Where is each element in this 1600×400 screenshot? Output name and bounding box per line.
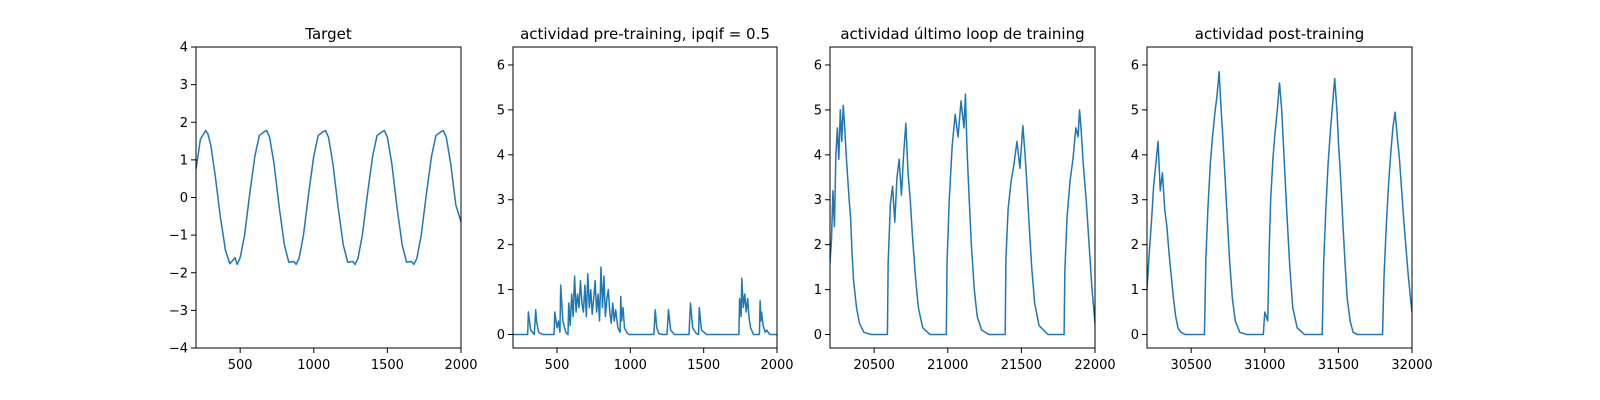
x-tick-label: 1500 xyxy=(687,358,720,373)
y-tick-label: 3 xyxy=(497,193,505,208)
y-tick-label: 6 xyxy=(1131,58,1139,73)
y-tick-label: 5 xyxy=(497,103,505,118)
chart-panel-1: 500 1000 1500 2000 −4 −3 −2 −1 0 1 2 3 4 Target xyxy=(169,25,478,373)
y-tick-label: 0 xyxy=(1131,328,1139,343)
x-tick-label: 31000 xyxy=(1244,358,1285,373)
y-tick-label: 4 xyxy=(814,148,822,163)
chart-panel-2: 500 1000 1500 2000 0 1 2 3 4 5 6 actividad pre-trai… xyxy=(497,25,794,373)
chart-title: actividad post-training xyxy=(1195,25,1364,43)
x-tick-label: 21500 xyxy=(1001,358,1042,373)
y-tick-label: 3 xyxy=(814,193,822,208)
series-line-1 xyxy=(1147,70,1412,336)
x-tick-label: 500 xyxy=(228,358,253,373)
x-tick-label: 20500 xyxy=(853,358,894,373)
x-tick-label: 500 xyxy=(545,358,570,373)
y-tick-label: 0 xyxy=(180,191,188,206)
y-tick-label: 5 xyxy=(1131,103,1139,118)
x-tick-label: 22000 xyxy=(1074,358,1115,373)
x-tick-label: 21000 xyxy=(927,358,968,373)
x-tick-label: 1500 xyxy=(371,358,404,373)
y-tick-label: 2 xyxy=(1131,238,1139,253)
y-tick-label: 3 xyxy=(180,78,188,93)
y-tick-label: 6 xyxy=(497,58,505,73)
y-tick-label: 2 xyxy=(814,238,822,253)
y-tick-label: 1 xyxy=(497,283,505,298)
y-tick-label: 0 xyxy=(497,328,505,343)
y-tick-label: 0 xyxy=(814,328,822,343)
y-tick-label: 2 xyxy=(497,238,505,253)
x-tick-label: 32000 xyxy=(1391,358,1432,373)
chart-panel-4: 30500 31000 31500 32000 0 1 2 3 4 5 6 actividad pos… xyxy=(1131,25,1433,373)
x-tick-label: 2000 xyxy=(760,358,793,373)
y-tick-label: 2 xyxy=(180,116,188,131)
chart-title: actividad pre-training, ipqif = 0.5 xyxy=(520,25,770,43)
y-tick-label: 4 xyxy=(497,148,505,163)
chart-title: Target xyxy=(304,25,352,43)
x-tick-label: 30500 xyxy=(1170,358,1211,373)
y-tick-label: 3 xyxy=(1131,193,1139,208)
x-tick-label: 1000 xyxy=(297,358,330,373)
series-line-1 xyxy=(513,266,777,336)
y-tick-label: 4 xyxy=(180,41,188,56)
y-tick-label: −4 xyxy=(169,342,188,357)
y-tick-label: −2 xyxy=(169,266,188,281)
axes-frame xyxy=(512,46,778,349)
axes-frame xyxy=(829,46,1096,349)
y-tick-label: 4 xyxy=(1131,148,1139,163)
y-tick-label: 1 xyxy=(814,283,822,298)
series-line-1 xyxy=(196,129,461,266)
x-tick-label: 2000 xyxy=(444,358,477,373)
y-tick-label: 6 xyxy=(814,58,822,73)
y-tick-label: 1 xyxy=(180,153,188,168)
y-tick-label: 1 xyxy=(1131,283,1139,298)
y-tick-label: 5 xyxy=(814,103,822,118)
y-tick-label: −1 xyxy=(169,229,188,244)
x-tick-label: 1000 xyxy=(614,358,647,373)
series-line-1 xyxy=(830,93,1095,336)
chart-panel-3: 20500 21000 21500 22000 0 1 2 3 4 5 6 actividad últ… xyxy=(814,25,1116,373)
axes-frame xyxy=(1146,46,1413,349)
x-tick-label: 31500 xyxy=(1318,358,1359,373)
y-tick-label: −3 xyxy=(169,304,188,319)
chart-title: actividad último loop de training xyxy=(840,25,1084,43)
